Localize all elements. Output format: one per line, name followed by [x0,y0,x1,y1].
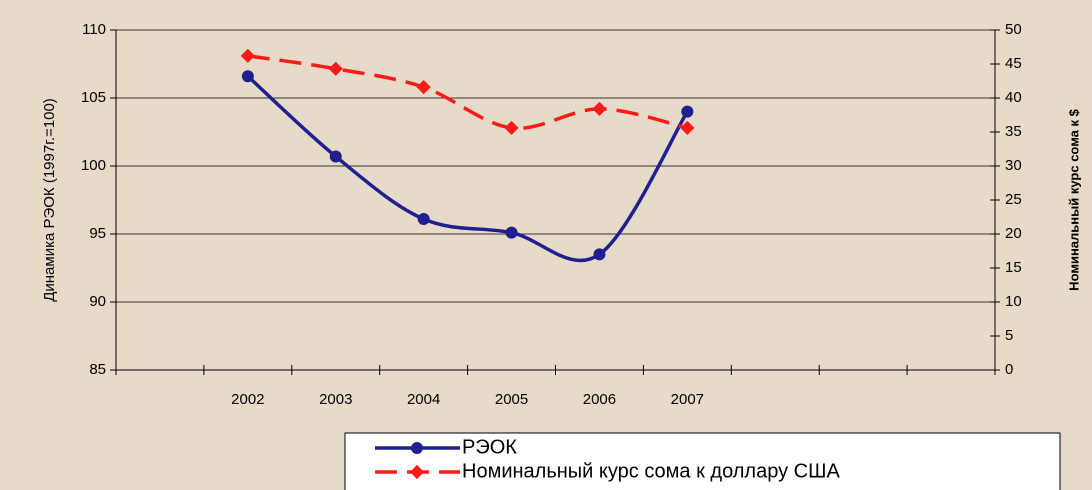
y-axis-title: Динамика РЭОК (1997г.=100) [41,98,58,302]
marker [504,120,519,135]
marker [329,150,342,163]
y-tick-label: 90 [89,293,106,310]
x-tick-label: 2004 [407,391,440,408]
x-tick-label: 2003 [319,391,352,408]
legend-marker [409,464,425,480]
y2-tick-label: 0 [1005,361,1013,378]
y-tick-label: 105 [81,89,106,106]
marker [417,213,430,226]
y2-tick-label: 40 [1005,89,1022,106]
y2-tick-label: 10 [1005,293,1022,310]
legend-box [344,432,1061,490]
marker [241,70,254,83]
y2-tick-label: 50 [1005,21,1022,38]
marker [505,226,518,239]
y2-tick-label: 25 [1005,191,1022,208]
marker [592,101,607,116]
y-tick-label: 110 [82,21,106,38]
x-tick-label: 2007 [671,391,704,408]
legend-marker [411,442,423,454]
x-tick-label: 2002 [231,391,264,408]
y2-tick-label: 15 [1005,259,1022,276]
y-tick-label: 95 [89,225,106,242]
marker [593,248,606,261]
legend-label: РЭОК [462,436,517,458]
y-tick-label: 100 [81,157,106,174]
y2-axis-title: Номинальный курс сома к $ [1066,108,1081,290]
y-tick-label: 85 [89,361,106,378]
y2-tick-label: 45 [1005,55,1022,72]
marker [681,105,694,118]
y2-tick-label: 20 [1005,225,1022,242]
series-line [246,74,689,263]
marker [680,120,695,135]
y2-tick-label: 5 [1005,327,1013,344]
marker [328,61,343,76]
x-tick-label: 2006 [583,391,616,408]
marker [240,48,255,63]
marker [416,80,431,95]
y2-tick-label: 35 [1005,123,1022,140]
y2-tick-label: 30 [1005,157,1022,174]
legend-label: Номинальный курс сома к доллару США [462,460,840,482]
series-line [247,54,688,131]
x-tick-label: 2005 [495,391,528,408]
